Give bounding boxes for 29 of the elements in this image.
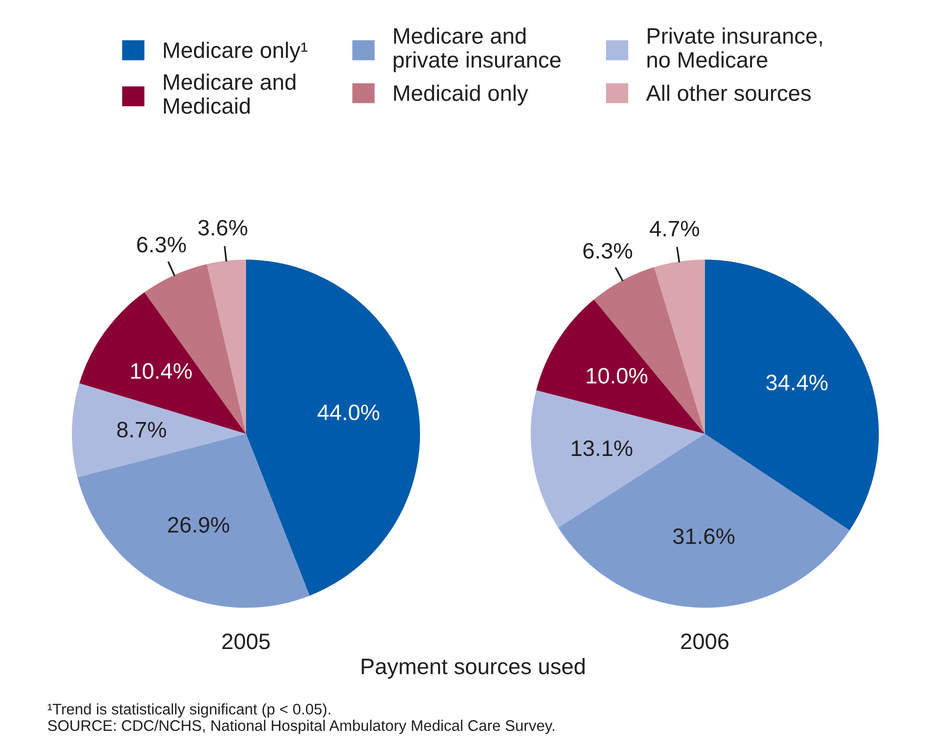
data-label: 26.9% [168, 516, 230, 533]
data-label: 6.3% [583, 242, 632, 259]
data-label: 10.4% [131, 363, 192, 379]
pie-slice [536, 300, 705, 434]
data-label: 6.3% [137, 236, 186, 253]
text: 2005 [222, 634, 270, 650]
legend-label: Private insurance, no Medicare [647, 27, 822, 68]
data-label: 8.7% [117, 422, 166, 438]
pie-slice [246, 260, 420, 596]
legend-label: Medicare and Medicaid [164, 74, 296, 114]
data-label: 4.7% [650, 220, 700, 236]
legend-label: All other sources [646, 84, 811, 102]
pie-slice [654, 260, 705, 434]
data-label: 34.4% [766, 374, 828, 390]
pie-slice [558, 434, 850, 608]
data-label: 31.6% [673, 528, 735, 544]
legend-label: Medicaid only [394, 84, 528, 106]
pie-slice [530, 390, 705, 528]
data-label: 3.6% [198, 220, 248, 236]
data-label: 44.0% [318, 404, 380, 420]
text: Payment sources used [362, 658, 585, 679]
pie-slice [206, 260, 246, 434]
data-label: 13.1% [572, 440, 632, 456]
pie-slice [72, 383, 246, 478]
data-label: 10.0% [586, 368, 648, 384]
legend-label: Medicare and private insurance [394, 27, 561, 72]
text: ¹Trend is statistically significant (p < 0.05). SOURCE: CDC/NCHS, National Hospital Ambulatory Medical Care Survey. [48, 703, 554, 734]
text: 2006 [681, 634, 729, 650]
legend-label: Medicare only¹ [164, 42, 308, 62]
